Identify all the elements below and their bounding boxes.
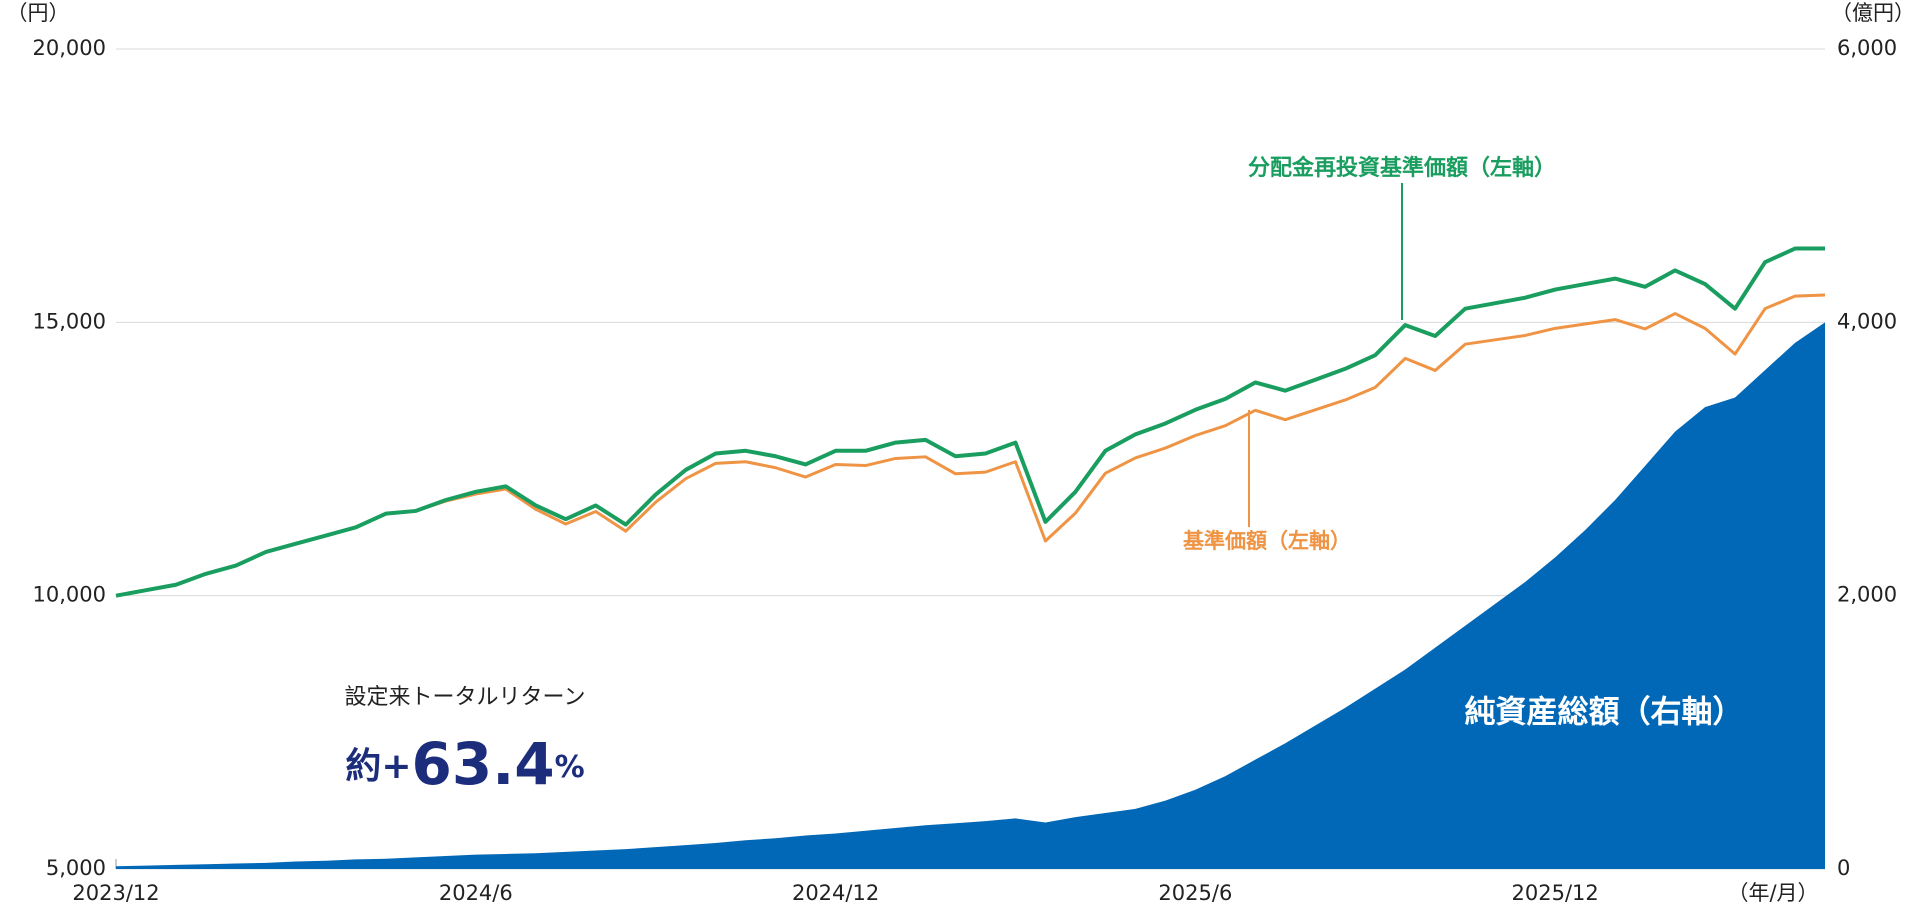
y2-tick-label: 6,000 [1837, 36, 1897, 60]
series-label: 基準価額（左軸） [1183, 529, 1351, 553]
line [115, 246, 1825, 598]
series-label: 純資産総額（右軸） [1465, 695, 1744, 731]
total-return-unit: % [555, 750, 585, 785]
y2-tick-label: 2,000 [1837, 583, 1897, 607]
area [116, 322, 1825, 869]
y-tick-label: 20,000 [33, 36, 106, 60]
y2-unit-label: （億円） [1831, 1, 1915, 25]
x-tick-label: 2024/12 [792, 881, 879, 905]
y-tick-label: 5,000 [46, 856, 106, 880]
series-label: 分配金再投資基準価額（左軸） [1248, 155, 1556, 181]
y2-tick-label: 4,000 [1837, 309, 1897, 333]
total-return-value: 63.4 [412, 730, 555, 798]
x-tick-label: 2023/12 [72, 881, 159, 905]
y-tick-label: 10,000 [33, 583, 106, 607]
x-tick-label: 2025/12 [1512, 881, 1599, 905]
y-unit-label: （円） [7, 1, 70, 25]
y-tick-label: 15,000 [33, 309, 106, 333]
total-return-label: 設定来トータルリターン [345, 685, 586, 710]
total-return-prefix: 約+ [345, 746, 411, 787]
x-tick-label: 2025/6 [1158, 881, 1232, 905]
total-return: 約+63.4% [345, 730, 584, 798]
x-tick-label: 2024/6 [439, 881, 513, 905]
x-unit-label: （年/月） [1727, 881, 1818, 905]
y2-tick-label: 0 [1837, 856, 1850, 880]
